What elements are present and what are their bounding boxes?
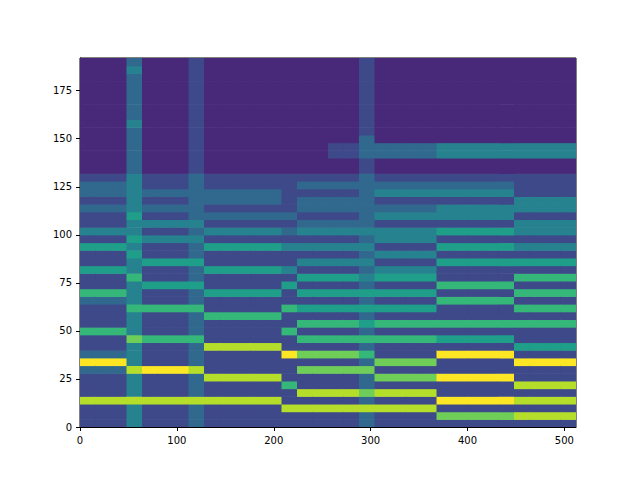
svg-text:300: 300 [361,435,380,446]
svg-text:75: 75 [59,277,72,288]
svg-text:25: 25 [59,373,72,384]
svg-text:200: 200 [264,435,283,446]
svg-text:150: 150 [53,133,72,144]
svg-text:0: 0 [77,435,83,446]
svg-text:0: 0 [66,422,72,433]
svg-text:125: 125 [53,181,72,192]
svg-text:175: 175 [53,85,72,96]
svg-text:100: 100 [167,435,186,446]
svg-text:400: 400 [458,435,477,446]
svg-text:500: 500 [555,435,574,446]
svg-text:50: 50 [59,325,72,336]
svg-text:100: 100 [53,229,72,240]
